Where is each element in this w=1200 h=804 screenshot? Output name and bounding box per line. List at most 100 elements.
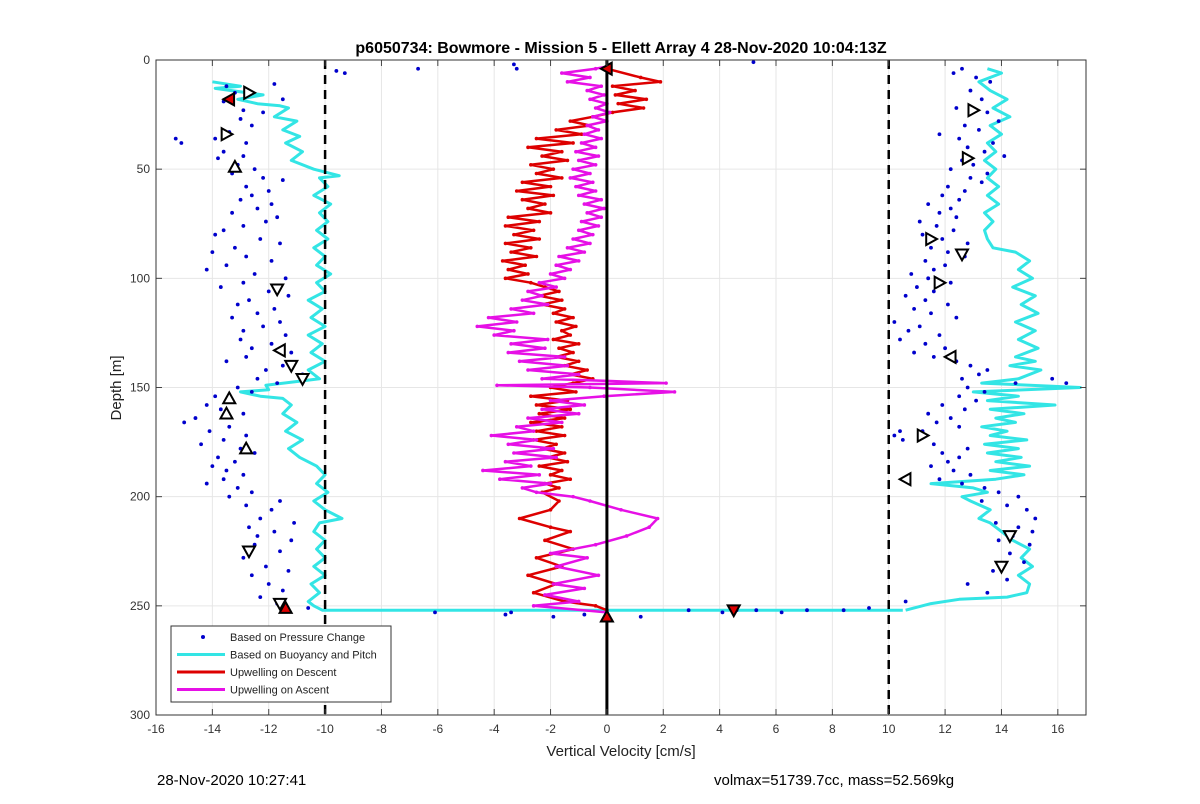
pressure-point: [968, 176, 973, 180]
pressure-point: [221, 477, 226, 482]
descent-point: [526, 272, 530, 276]
pressure-point: [946, 184, 950, 189]
ascent-point: [509, 342, 513, 346]
x-tick-label: -10: [316, 722, 334, 736]
triangle-marker: [221, 390, 237, 405]
ascent-point: [596, 573, 601, 578]
pressure-point: [272, 529, 277, 534]
descent-point: [551, 167, 556, 171]
y-tick-label: 250: [130, 599, 150, 613]
pressure-point: [1064, 381, 1069, 386]
triangle-marker: [277, 599, 294, 614]
pressure-point: [221, 228, 226, 233]
ascent-point: [503, 459, 508, 464]
descent-point: [551, 193, 556, 198]
y-tick-label: 50: [137, 162, 151, 176]
x-tick-label: -14: [204, 722, 222, 736]
pressure-point: [266, 582, 271, 586]
pressure-point: [965, 145, 970, 150]
pressure-point: [940, 451, 945, 455]
triangle-marker: [271, 342, 286, 359]
ascent-point: [548, 272, 553, 276]
descent-point: [531, 590, 536, 595]
ascent-point: [492, 333, 496, 337]
descent-point: [560, 176, 564, 180]
descent-point: [562, 416, 567, 420]
pressure-point: [903, 293, 908, 298]
pressure-point: [280, 97, 285, 102]
x-tick-label: -6: [432, 722, 443, 736]
pressure-point: [249, 346, 254, 351]
triangle-marker: [238, 440, 254, 455]
pressure-point: [892, 320, 897, 324]
pressure-point: [264, 564, 268, 569]
pressure-point: [280, 588, 285, 593]
pressure-point: [977, 127, 981, 132]
ascent-point: [531, 311, 536, 316]
pressure-point: [960, 376, 964, 381]
pressure-point: [278, 549, 282, 554]
x-tick-label: 8: [829, 722, 836, 736]
ascent-point: [548, 481, 553, 486]
descent-point: [529, 394, 533, 399]
ascent-point: [565, 245, 570, 250]
triangle-marker: [243, 85, 258, 101]
pressure-point: [937, 477, 942, 482]
ascent-point: [593, 145, 598, 150]
pressure-point: [334, 69, 339, 73]
ascent-point: [486, 315, 491, 320]
pressure-point: [249, 123, 254, 128]
descent-point: [571, 350, 575, 355]
descent-point: [574, 324, 578, 329]
x-tick-label: 16: [1051, 722, 1065, 736]
descent-point: [534, 254, 539, 259]
pressure-point: [272, 307, 277, 311]
descent-point: [562, 307, 567, 311]
pressure-point: [241, 224, 246, 228]
ascent-point: [562, 355, 567, 359]
ascent-point: [576, 228, 581, 233]
pressure-point: [954, 215, 959, 220]
pressure-point: [269, 202, 274, 207]
pressure-point: [898, 429, 902, 434]
pressure-point: [230, 210, 234, 215]
descent-point: [543, 538, 547, 543]
pressure-point: [235, 385, 240, 390]
pressure-point: [235, 302, 240, 307]
ascent-point: [526, 289, 530, 294]
pressure-point: [962, 123, 967, 128]
pressure-point: [965, 582, 970, 586]
ascent-point: [593, 106, 598, 110]
pressure-point: [1030, 529, 1035, 534]
ascent-point: [579, 219, 584, 224]
pressure-point: [241, 328, 246, 333]
y-axis-label: Depth [m]: [108, 355, 125, 420]
descent-point: [557, 346, 561, 351]
pressure-point: [943, 346, 947, 351]
ascent-point: [554, 455, 558, 460]
pressure-point: [993, 520, 998, 525]
pressure-point: [512, 62, 516, 67]
pressure-point: [937, 210, 942, 215]
ascent-point: [512, 328, 516, 333]
pressure-point: [249, 490, 254, 495]
pressure-point: [985, 110, 990, 115]
descent-point: [534, 429, 539, 433]
triangle-marker: [227, 158, 243, 173]
ascent-point: [568, 267, 573, 272]
pressure-point: [915, 285, 919, 289]
ascent-point: [557, 254, 561, 259]
descent-point: [593, 604, 598, 608]
x-tick-label: 6: [773, 722, 780, 736]
ascent-point: [599, 215, 604, 219]
ascent-point: [582, 250, 587, 254]
pressure-point: [233, 245, 237, 250]
triangle-marker: [954, 248, 970, 263]
ascent-point: [554, 263, 558, 268]
pressure-point: [503, 612, 508, 617]
descent-point: [537, 411, 542, 416]
triangle-marker: [961, 150, 976, 166]
ascent-point: [591, 180, 595, 185]
pressure-point: [286, 293, 291, 298]
ascent-point: [520, 298, 525, 302]
